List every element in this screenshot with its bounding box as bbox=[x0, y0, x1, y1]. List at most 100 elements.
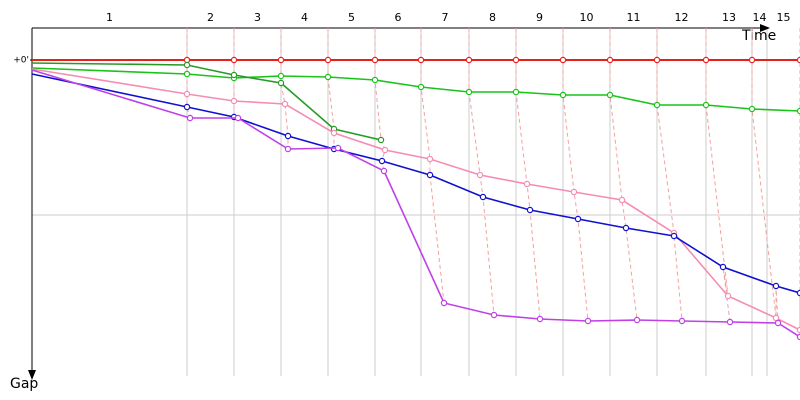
point bbox=[277, 56, 285, 64]
point bbox=[670, 232, 678, 240]
lap-connector bbox=[468, 28, 495, 316]
lap-label: 10 bbox=[580, 11, 594, 24]
lap-label: 3 bbox=[254, 11, 261, 24]
lap-connector bbox=[609, 28, 638, 321]
point bbox=[774, 319, 782, 327]
point bbox=[606, 56, 614, 64]
point bbox=[440, 299, 448, 307]
point bbox=[183, 103, 191, 111]
point bbox=[559, 56, 567, 64]
point bbox=[465, 88, 473, 96]
point bbox=[748, 105, 756, 113]
point bbox=[371, 76, 379, 84]
point bbox=[584, 317, 592, 325]
point bbox=[234, 114, 242, 122]
plot: 1 2 3 4 5 6 7 8 9 10 11 12 13 14 15+0' bbox=[13, 11, 800, 380]
point bbox=[186, 114, 194, 122]
lap-label: 15 bbox=[777, 11, 791, 24]
point bbox=[796, 326, 800, 334]
point bbox=[633, 316, 641, 324]
point bbox=[796, 56, 800, 64]
point bbox=[183, 61, 191, 69]
lap-label: 2 bbox=[207, 11, 214, 24]
point bbox=[796, 289, 800, 297]
x-axis-arrow bbox=[760, 24, 770, 32]
point bbox=[426, 155, 434, 163]
point bbox=[426, 171, 434, 179]
point bbox=[377, 136, 385, 144]
point bbox=[230, 56, 238, 64]
point bbox=[772, 282, 780, 290]
point bbox=[724, 292, 732, 300]
point bbox=[324, 73, 332, 81]
lap-connector bbox=[705, 28, 731, 323]
point bbox=[702, 56, 710, 64]
point bbox=[796, 107, 800, 115]
lap-label: 12 bbox=[675, 11, 689, 24]
lap-label: 14 bbox=[753, 11, 767, 24]
point bbox=[748, 56, 756, 64]
lap-connector bbox=[420, 28, 445, 304]
lap-connector bbox=[515, 28, 541, 320]
point bbox=[281, 100, 289, 108]
y-tick-label: +0' bbox=[13, 56, 29, 66]
point bbox=[490, 311, 498, 319]
point bbox=[183, 70, 191, 78]
point bbox=[378, 157, 386, 165]
point bbox=[796, 333, 800, 341]
point bbox=[277, 72, 285, 80]
point bbox=[512, 56, 520, 64]
y-axis-label: Gap bbox=[10, 376, 38, 392]
point bbox=[334, 144, 342, 152]
series-line bbox=[31, 69, 800, 338]
lap-label: 13 bbox=[722, 11, 736, 24]
point bbox=[653, 101, 661, 109]
lap-label: 1 bbox=[106, 11, 113, 24]
point bbox=[622, 224, 630, 232]
point bbox=[324, 56, 332, 64]
point bbox=[230, 97, 238, 105]
point bbox=[371, 56, 379, 64]
point bbox=[702, 101, 710, 109]
x-axis-label: Time bbox=[741, 28, 776, 44]
point bbox=[559, 91, 567, 99]
point bbox=[523, 180, 531, 188]
lap-label: 11 bbox=[627, 11, 641, 24]
point bbox=[417, 56, 425, 64]
point bbox=[284, 145, 292, 153]
point bbox=[536, 315, 544, 323]
point bbox=[719, 263, 727, 271]
lap-label: 9 bbox=[536, 11, 543, 24]
point bbox=[183, 90, 191, 98]
point bbox=[574, 215, 582, 223]
point bbox=[417, 83, 425, 91]
point bbox=[330, 129, 338, 137]
series-line bbox=[31, 73, 800, 294]
lap-label: 4 bbox=[301, 11, 308, 24]
lap-connector bbox=[751, 28, 779, 324]
y-axis-arrow bbox=[28, 370, 36, 380]
point bbox=[606, 91, 614, 99]
series-line bbox=[31, 68, 800, 331]
point bbox=[476, 171, 484, 179]
lap-connector bbox=[562, 28, 589, 322]
lap-label: 7 bbox=[442, 11, 449, 24]
point bbox=[277, 79, 285, 87]
lap-connector bbox=[656, 28, 683, 322]
point bbox=[726, 318, 734, 326]
lap-label: 5 bbox=[348, 11, 355, 24]
point bbox=[465, 56, 473, 64]
point bbox=[570, 188, 578, 196]
point bbox=[284, 132, 292, 140]
point bbox=[380, 167, 388, 175]
point bbox=[512, 88, 520, 96]
point bbox=[653, 56, 661, 64]
series-line bbox=[31, 62, 382, 141]
point bbox=[230, 71, 238, 79]
point bbox=[381, 146, 389, 154]
point bbox=[479, 193, 487, 201]
point bbox=[618, 196, 626, 204]
lap-label: 6 bbox=[395, 11, 402, 24]
point bbox=[526, 206, 534, 214]
